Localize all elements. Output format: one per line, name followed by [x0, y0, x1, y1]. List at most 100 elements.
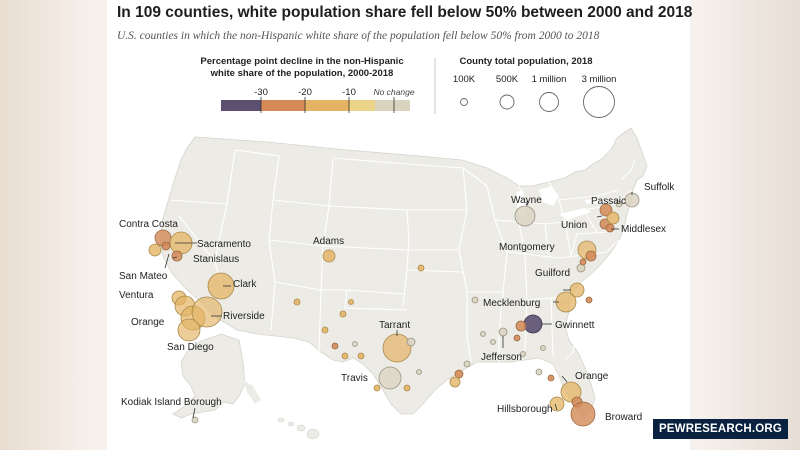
- hawaii-land: [277, 417, 320, 440]
- label-contra-costa: Contra Costa: [119, 219, 178, 230]
- bubble-dallas-area: [406, 337, 416, 347]
- bubble-kodiak: [191, 416, 199, 424]
- bubble-guilford: [569, 282, 585, 298]
- size-legend-label: 1 million: [532, 74, 567, 85]
- size-legend-label: 500K: [496, 74, 519, 85]
- color-legend-swatch: [305, 100, 349, 111]
- label-guilford: Guilford: [535, 268, 570, 279]
- color-legend-title-line2: white share of the population, 2000-2018: [210, 68, 394, 79]
- bubble-tarrant: [382, 333, 412, 363]
- label-montgomery: Montgomery: [499, 242, 555, 253]
- bubble-jefferson: [498, 327, 508, 337]
- bubble-fl-3: [449, 376, 461, 388]
- label-orange-ca: Orange: [131, 317, 165, 328]
- bubble-sw-4: [348, 299, 354, 305]
- bubble-ga-2: [513, 334, 521, 342]
- bubble-sf-area: [161, 241, 171, 251]
- county-bubbles: [148, 192, 640, 427]
- label-suffolk: Suffolk: [644, 182, 675, 193]
- label-travis: Travis: [341, 373, 368, 384]
- bubble-tx-1: [373, 384, 381, 392]
- bubble-san-diego: [177, 318, 201, 342]
- label-mecklenburg: Mecklenburg: [483, 298, 540, 309]
- bubble-stanislaus: [171, 250, 183, 262]
- bubble-gwinnett: [523, 314, 543, 334]
- bubble-pg: [585, 250, 597, 262]
- alaska-panhandle: [243, 380, 261, 404]
- bubble-sw-2: [321, 326, 329, 334]
- label-gwinnett: Gwinnett: [555, 320, 595, 331]
- size-legend-title: County total population, 2018: [459, 56, 592, 67]
- bubble-tx-3: [416, 369, 422, 375]
- bubble-sw-1: [293, 298, 301, 306]
- great-lakes: [507, 170, 605, 220]
- bubble-atlanta: [515, 320, 527, 332]
- color-legend-tick: -10: [342, 87, 356, 98]
- label-sacramento: Sacramento: [197, 239, 251, 250]
- label-union: Union: [561, 220, 587, 231]
- color-legend-tick: -20: [298, 87, 312, 98]
- bubble-middlesex: [605, 223, 615, 233]
- label-hillsborough: Hillsborough: [497, 404, 553, 415]
- chart-card: In 109 counties, white population share …: [107, 0, 693, 450]
- size-legend-label: 100K: [453, 74, 476, 85]
- bubble-tx-2: [403, 384, 411, 392]
- color-legend-tick-no-change: No change: [373, 87, 414, 97]
- color-legend-swatch: [221, 100, 261, 111]
- bubble-fl-1: [547, 374, 555, 382]
- label-jefferson: Jefferson: [481, 352, 522, 363]
- bubble-ga-1: [540, 345, 546, 351]
- bubble-passaic: [599, 203, 613, 217]
- bubble-ms-1: [480, 331, 486, 337]
- bubble-ny-metro: [606, 211, 620, 225]
- bubble-la: [454, 369, 464, 379]
- color-legend-swatch: [349, 100, 375, 111]
- bubble-sw-3: [339, 310, 347, 318]
- label-ventura: Ventura: [119, 290, 154, 301]
- bubble-sw-7: [357, 352, 365, 360]
- size-legend-label: 3 million: [582, 74, 617, 85]
- bubble-sw-6: [341, 352, 349, 360]
- bubble-nc-1: [585, 296, 593, 304]
- bubble-riverside: [191, 296, 223, 328]
- chart-subtitle: U.S. counties in which the non-Hispanic …: [117, 30, 600, 42]
- bubble-hillsborough: [549, 396, 565, 412]
- label-stanislaus: Stanislaus: [193, 254, 239, 265]
- bubble-fl-2: [535, 368, 543, 376]
- bubble-ms-2: [490, 339, 496, 345]
- bubble-tn: [471, 296, 479, 304]
- bubble-sw-5: [331, 342, 339, 350]
- color-legend: Percentage point decline in the non-Hisp…: [200, 56, 415, 113]
- bubble-suffolk: [624, 192, 640, 208]
- bubble-adams: [322, 249, 336, 263]
- bubble-travis: [378, 366, 402, 390]
- pew-research-badge: PEWRESEARCH.ORG: [653, 419, 788, 439]
- bubble-ct: [615, 200, 623, 208]
- label-san-mateo: San Mateo: [119, 271, 168, 282]
- size-legend: County total population, 2018 100K 500K …: [453, 56, 617, 118]
- bubble-sw-8: [352, 341, 358, 347]
- bubble-al-1: [520, 351, 526, 357]
- label-adams: Adams: [313, 236, 344, 247]
- label-kodiak-island-borough: Kodiak Island Borough: [121, 397, 222, 408]
- label-tarrant: Tarrant: [379, 320, 410, 331]
- label-clark: Clark: [233, 279, 257, 290]
- color-legend-swatch: [261, 100, 305, 111]
- label-san-diego: San Diego: [167, 342, 214, 353]
- bubble-va-2: [579, 258, 587, 266]
- county-labels: Contra Costa Sacramento Stanislaus San M…: [119, 182, 675, 423]
- bubble-wayne: [514, 205, 536, 227]
- color-legend-title-line1: Percentage point decline in the non-Hisp…: [200, 56, 403, 67]
- label-wayne: Wayne: [511, 195, 542, 206]
- bubble-broward: [570, 401, 596, 427]
- chart-title: In 109 counties, white population share …: [117, 4, 693, 21]
- bubble-kansas: [417, 264, 425, 272]
- label-passaic: Passaic: [591, 196, 626, 207]
- us-county-map: Percentage point decline in the non-Hisp…: [119, 56, 675, 440]
- bubble-san-mateo: [148, 243, 162, 257]
- color-legend-tick: -30: [254, 87, 268, 98]
- label-middlesex: Middlesex: [621, 224, 666, 235]
- label-broward: Broward: [605, 412, 642, 423]
- color-legend-swatch: [375, 100, 410, 111]
- label-riverside: Riverside: [223, 311, 265, 322]
